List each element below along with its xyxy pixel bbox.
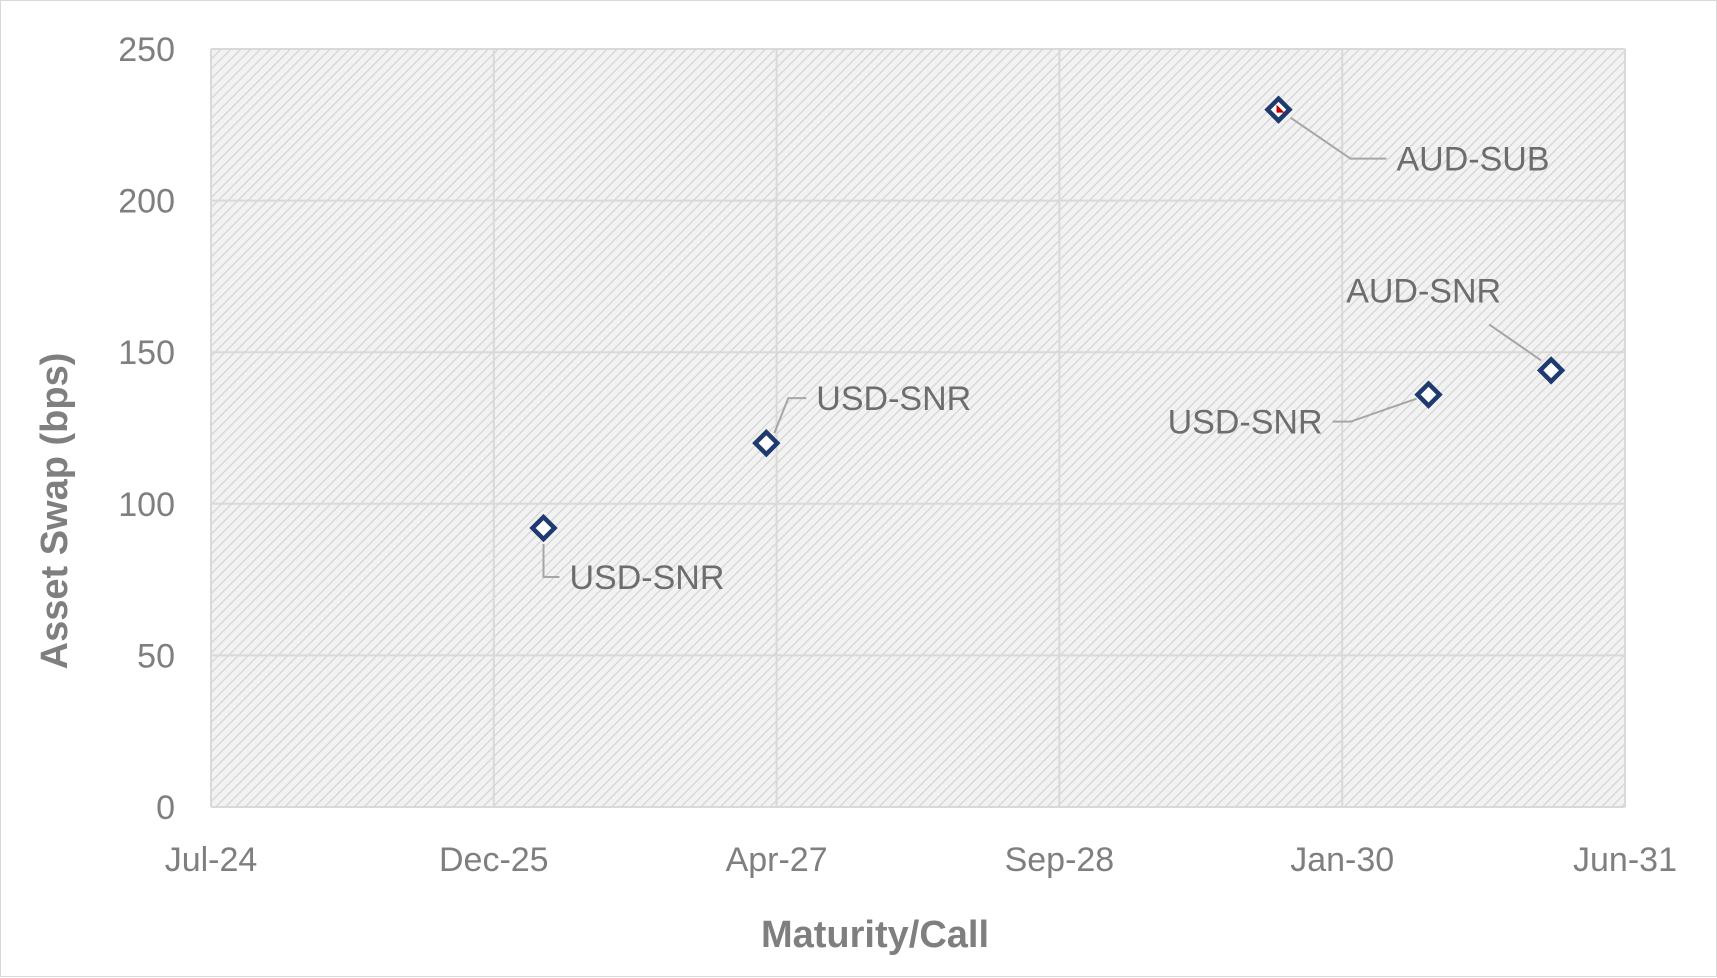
x-tick-label: Sep-28 — [1005, 841, 1115, 879]
leader-line — [1289, 116, 1387, 160]
y-tick-label: 200 — [118, 183, 175, 221]
y-tick-label: 150 — [118, 334, 175, 372]
data-label: AUD-SNR — [1346, 272, 1501, 310]
data-point — [752, 428, 781, 458]
data-point — [529, 513, 558, 543]
leader-line — [773, 397, 807, 434]
plot-area — [211, 49, 1625, 807]
y-tick-label: 50 — [137, 637, 175, 675]
x-axis-title: Maturity/Call — [761, 914, 989, 956]
x-tick-label: Jul-24 — [165, 841, 258, 879]
data-label: AUD-SUB — [1396, 141, 1549, 179]
x-tick-label: Jan-30 — [1290, 841, 1394, 879]
y-tick-label: 100 — [118, 486, 175, 524]
x-tick-label: Jun-31 — [1573, 841, 1677, 879]
data-label: USD-SNR — [1168, 404, 1323, 442]
data-label: USD-SNR — [570, 559, 725, 597]
x-tick-label: Dec-25 — [439, 841, 549, 879]
y-tick-label: 0 — [156, 789, 175, 827]
data-label: USD-SNR — [816, 380, 971, 418]
y-tick-label: 250 — [118, 31, 175, 69]
leader-line — [1488, 323, 1542, 362]
data-point-highlight — [1276, 104, 1285, 113]
leader-line — [542, 544, 560, 579]
leader-line — [1332, 397, 1417, 423]
x-tick-label: Apr-27 — [726, 841, 828, 879]
data-point — [1536, 356, 1566, 385]
y-axis-title: Asset Swap (bps) — [34, 353, 76, 670]
data-point — [1414, 380, 1443, 409]
